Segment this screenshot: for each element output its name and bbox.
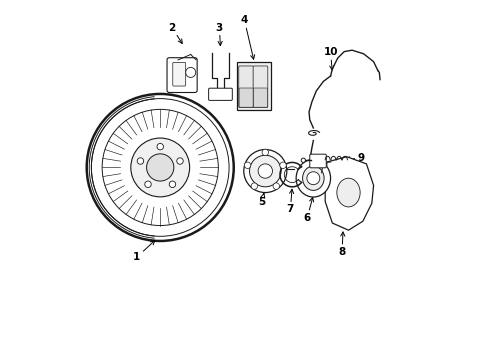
Text: 1: 1 [133, 240, 155, 262]
Text: 3: 3 [215, 23, 223, 46]
Circle shape [262, 149, 268, 156]
Circle shape [137, 158, 143, 164]
Circle shape [131, 138, 189, 197]
Text: 9: 9 [345, 153, 364, 163]
Circle shape [146, 154, 174, 181]
Circle shape [251, 183, 257, 189]
FancyBboxPatch shape [208, 88, 232, 100]
FancyBboxPatch shape [309, 154, 325, 168]
Text: 8: 8 [338, 232, 345, 257]
Text: 5: 5 [258, 193, 265, 207]
Circle shape [244, 149, 286, 193]
FancyBboxPatch shape [238, 66, 253, 108]
Circle shape [177, 158, 183, 164]
Circle shape [301, 158, 305, 162]
Text: 7: 7 [286, 189, 293, 215]
Ellipse shape [336, 178, 360, 207]
Circle shape [249, 155, 281, 187]
FancyBboxPatch shape [239, 88, 253, 107]
Text: 2: 2 [168, 23, 182, 44]
Circle shape [86, 94, 233, 241]
FancyBboxPatch shape [253, 88, 267, 107]
FancyBboxPatch shape [172, 62, 185, 86]
Circle shape [144, 181, 151, 188]
Polygon shape [325, 157, 373, 230]
Circle shape [306, 172, 319, 185]
Bar [237, 62, 271, 110]
Text: 6: 6 [303, 197, 313, 222]
Ellipse shape [302, 166, 324, 190]
Circle shape [244, 162, 250, 168]
Circle shape [279, 162, 285, 168]
FancyBboxPatch shape [167, 58, 197, 93]
Circle shape [157, 143, 163, 150]
Circle shape [258, 164, 272, 178]
Circle shape [185, 67, 195, 77]
FancyBboxPatch shape [253, 66, 267, 108]
Text: 4: 4 [240, 15, 254, 59]
Ellipse shape [296, 159, 330, 197]
Text: 10: 10 [323, 47, 337, 70]
Circle shape [169, 181, 175, 188]
Circle shape [272, 183, 279, 189]
